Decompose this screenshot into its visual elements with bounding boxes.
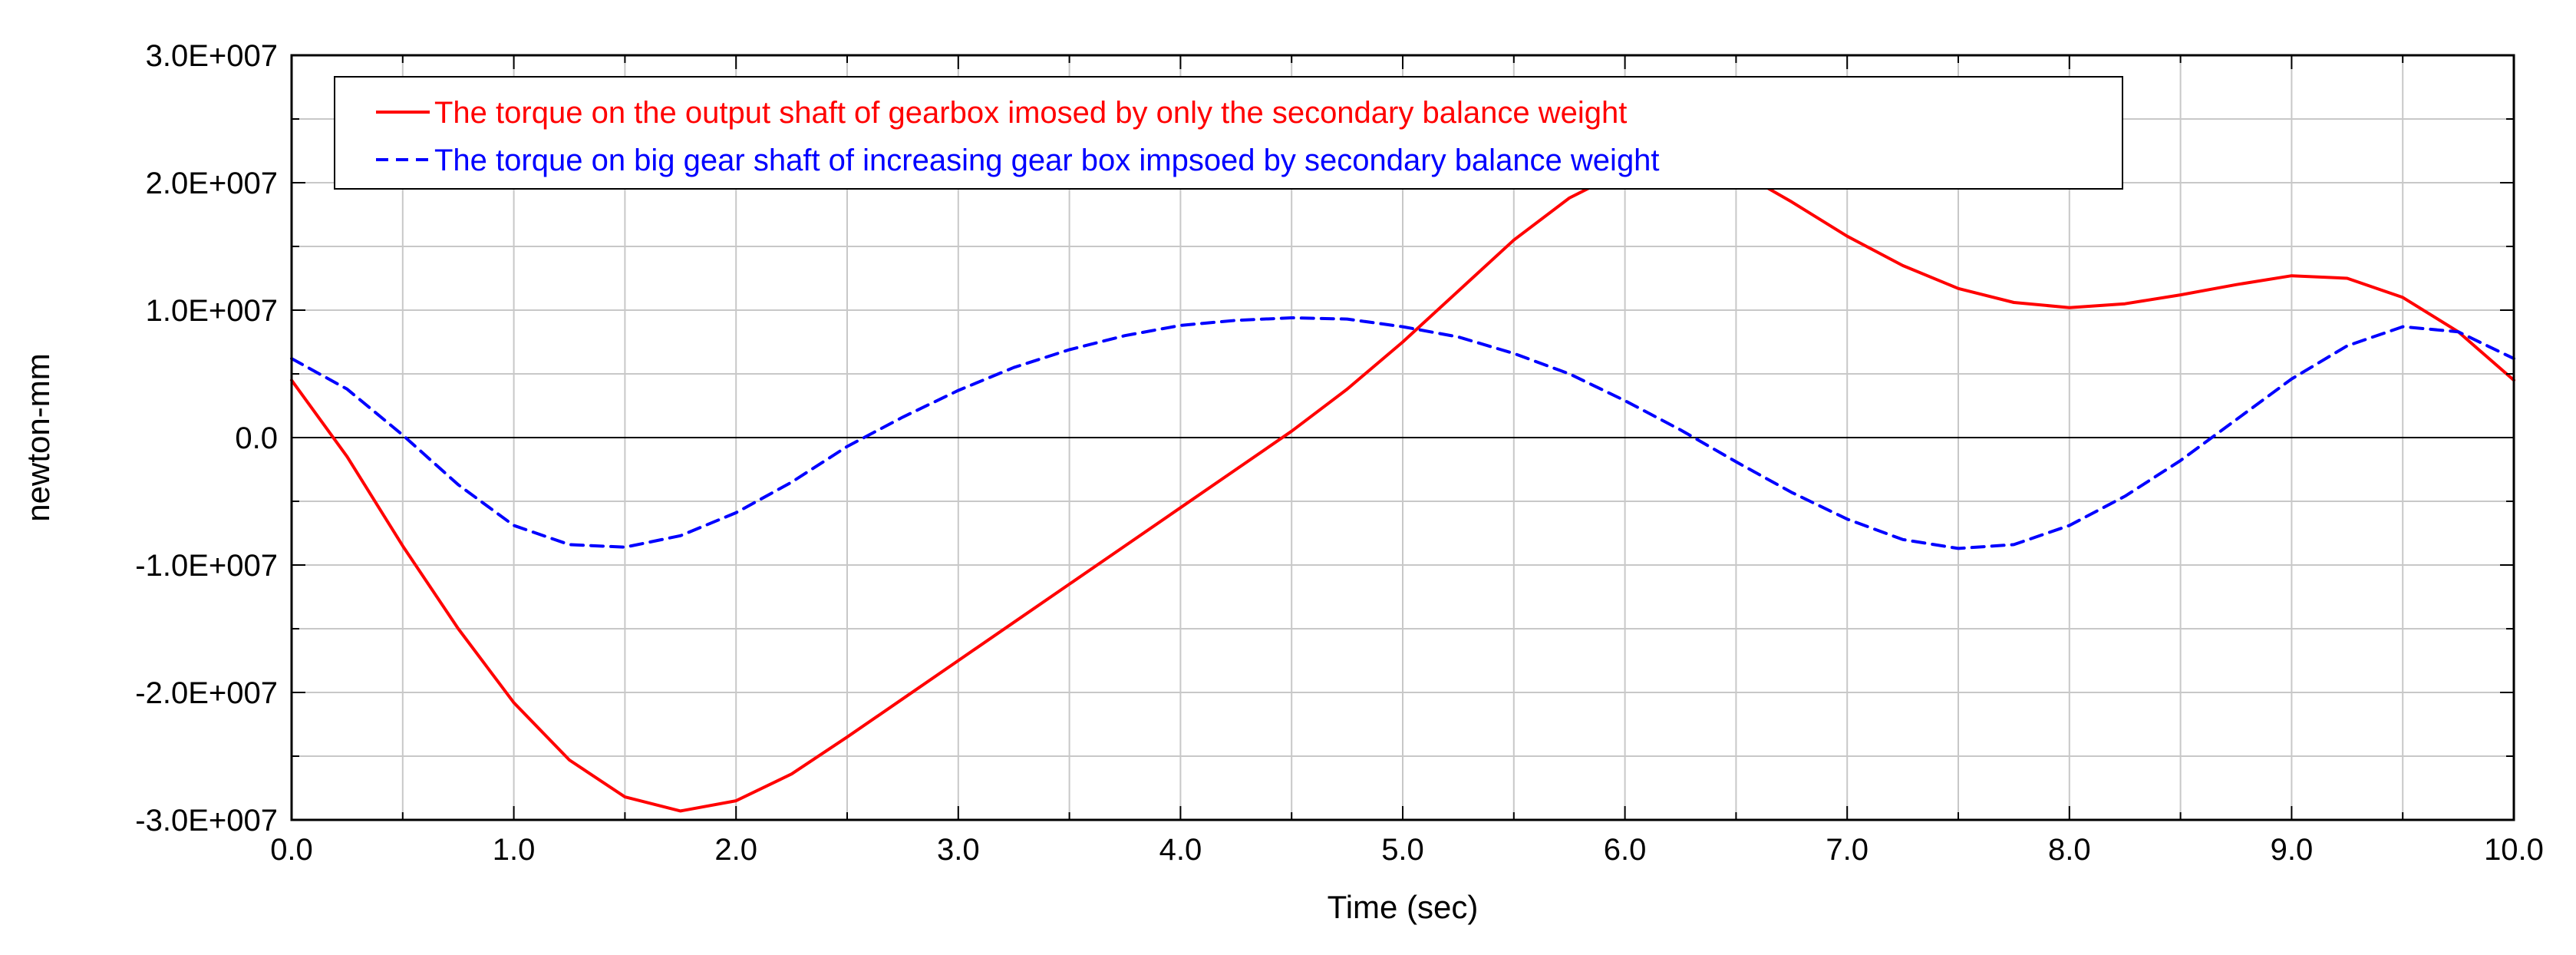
legend-label-series-2: The torque on big gear shaft of increasi…: [434, 144, 1660, 177]
y-tick-label: -3.0E+007: [135, 804, 278, 838]
x-tick-label: 0.0: [270, 833, 313, 867]
y-tick-labels: 3.0E+007 2.0E+007 1.0E+007 0.0 -1.0E+007 -2.0…: [135, 39, 278, 838]
x-tick-label: 7.0: [1826, 833, 1869, 867]
y-axis-title: newton-mm: [20, 353, 56, 521]
x-tick-label: 5.0: [1381, 833, 1424, 867]
y-tick-label: -2.0E+007: [135, 676, 278, 710]
y-tick-label: 0.0: [235, 421, 278, 455]
x-tick-label: 4.0: [1159, 833, 1202, 867]
y-tick-label: 1.0E+007: [146, 294, 278, 328]
x-tick-label: 8.0: [2048, 833, 2091, 867]
x-tick-labels: 0.0 1.0 2.0 3.0 4.0 5.0 6.0 7.0 8.0 9.0 10.0: [270, 833, 2544, 867]
series-line-1: [290, 158, 2515, 813]
legend-box: [334, 76, 2123, 190]
x-axis-title: Time (sec): [1328, 889, 1479, 925]
y-tick-label: 3.0E+007: [146, 39, 278, 73]
y-tick-label: -1.0E+007: [135, 549, 278, 583]
y-tick-label: 2.0E+007: [146, 167, 278, 200]
series-line-2: [290, 316, 2515, 550]
series-layer: [290, 158, 2515, 813]
x-tick-label: 10.0: [2484, 833, 2544, 867]
x-tick-label: 1.0: [493, 833, 536, 867]
x-tick-label: 3.0: [937, 833, 980, 867]
legend-label-series-1: The torque on the output shaft of gearbo…: [434, 96, 1627, 130]
x-tick-label: 6.0: [1604, 833, 1647, 867]
x-tick-label: 2.0: [714, 833, 757, 867]
plot-frame: [290, 54, 2515, 821]
legend: The torque on the output shaft of gearbo…: [334, 76, 2123, 190]
x-tick-label: 9.0: [2271, 833, 2314, 867]
